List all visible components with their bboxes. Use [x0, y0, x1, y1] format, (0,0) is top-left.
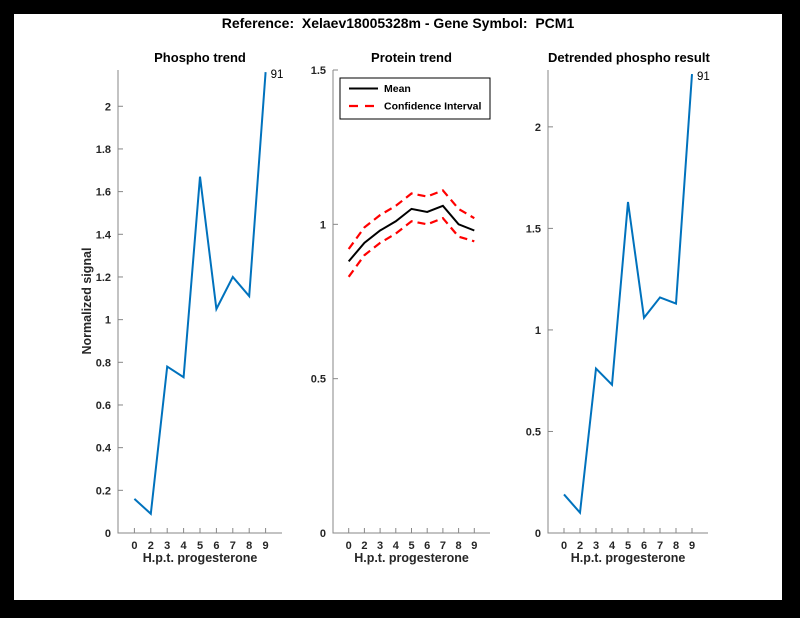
- y-tick-label: 0: [320, 528, 326, 540]
- x-tick-label: 0: [561, 540, 567, 552]
- x-tick-label: 9: [471, 540, 477, 552]
- y-tick-label: 1: [105, 315, 111, 327]
- x-tick-label: 4: [393, 540, 400, 552]
- x-tick-label: 8: [456, 540, 462, 552]
- y-tick-label: 1: [535, 325, 541, 337]
- x-tick-label: 0: [131, 540, 137, 552]
- y-tick-label: 1.4: [96, 229, 112, 241]
- x-tick-label: 7: [657, 540, 663, 552]
- axis-lines: [117, 70, 282, 534]
- x-tick-label: 9: [689, 540, 695, 552]
- series-line-confidence-interval-upper: [347, 189, 475, 250]
- y-tick-label: 0.6: [96, 400, 111, 412]
- x-tick-label: 6: [641, 540, 647, 552]
- x-tick-label: 7: [230, 540, 236, 552]
- y-tick-label: 1.5: [311, 65, 326, 77]
- y-tick-label: 1.5: [526, 223, 541, 235]
- x-tick-label: 7: [440, 540, 446, 552]
- series-line-confidence-interval-lower: [347, 216, 475, 278]
- y-tick-label: 0: [105, 528, 111, 540]
- axis-lines: [332, 70, 490, 534]
- y-tick-label: 1.6: [96, 187, 111, 199]
- x-tick-label: 5: [408, 540, 414, 552]
- x-axis-label-1: H.p.t. progesterone: [142, 551, 258, 565]
- subplot-title-detrended-phospho-result: Detrended phospho result: [548, 50, 710, 65]
- x-tick-label: 3: [377, 540, 383, 552]
- figure-title: Reference: Xelaev18005328m - Gene Symbol…: [221, 15, 575, 31]
- x-tick-label: 6: [213, 540, 219, 552]
- x-tick-label: 5: [625, 540, 631, 552]
- x-tick-label: 2: [361, 540, 367, 552]
- x-tick-label: 5: [197, 540, 203, 552]
- x-axis-label-3: H.p.t. progesterone: [570, 551, 686, 565]
- x-tick-label: 4: [609, 540, 616, 552]
- series-line-detrended-phospho-signal: [563, 73, 693, 516]
- peak-annotation: 91: [271, 69, 284, 81]
- x-tick-label: 6: [424, 540, 430, 552]
- x-tick-label: 9: [263, 540, 269, 552]
- subplot-title-phospho-trend: Phospho trend: [154, 50, 246, 65]
- y-tick-label: 0.8: [96, 357, 111, 369]
- series-line-mean: [347, 204, 475, 263]
- legend-box: [339, 77, 491, 120]
- x-tick-label: 2: [577, 540, 583, 552]
- legend-label: Mean: [384, 83, 411, 95]
- y-tick-label: 0.5: [311, 374, 326, 386]
- y-tick-label: 0.4: [96, 443, 112, 455]
- x-tick-label: 4: [181, 540, 188, 552]
- series-line-phospho-signal: [133, 72, 267, 516]
- x-tick-label: 2: [148, 540, 154, 552]
- y-tick-label: 2: [105, 101, 111, 113]
- subplot-title-protein-trend: Protein trend: [371, 50, 452, 65]
- x-tick-label: 3: [164, 540, 170, 552]
- peak-annotation: 91: [697, 71, 710, 83]
- x-tick-label: 3: [593, 540, 599, 552]
- x-axis-label-2: H.p.t. progesterone: [354, 551, 469, 565]
- y-tick-label: 0.2: [96, 485, 111, 497]
- y-tick-label: 1.8: [96, 144, 111, 156]
- legend-label: Confidence Interval: [384, 101, 482, 113]
- x-tick-label: 8: [246, 540, 252, 552]
- y-tick-label: 1: [320, 219, 326, 231]
- x-tick-label: 8: [673, 540, 679, 552]
- x-tick-label: 0: [346, 540, 352, 552]
- y-tick-label: 1.2: [96, 272, 111, 284]
- axis-lines: [547, 70, 708, 534]
- y-tick-label: 0: [535, 528, 541, 540]
- y-tick-label: 2: [535, 122, 541, 134]
- y-tick-label: 0.5: [526, 426, 541, 438]
